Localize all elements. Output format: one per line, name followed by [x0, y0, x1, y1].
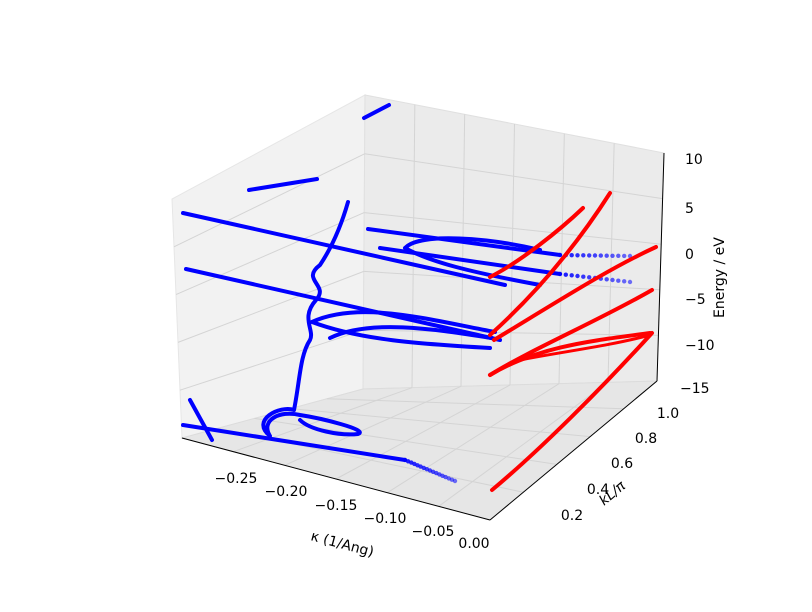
series-curve: [492, 245, 658, 342]
grid-line: [290, 408, 591, 438]
left-pane: [171, 94, 366, 439]
x-tick-label: −0.05: [412, 524, 455, 540]
x-tick-label: −0.10: [364, 511, 407, 527]
x-tick-label: −0.15: [315, 498, 358, 514]
data-point: [622, 279, 627, 284]
data-point: [575, 253, 580, 258]
grid-line: [254, 417, 557, 465]
grid-line: [438, 381, 609, 507]
grid-line: [179, 329, 364, 391]
y-axis-line: [489, 380, 658, 521]
series-curve: [188, 398, 214, 442]
series-curve: [181, 211, 507, 287]
data-point: [557, 252, 563, 258]
grid-line: [284, 385, 462, 466]
grid-lines: [173, 104, 663, 507]
y-tick-label: 0.4: [587, 482, 609, 498]
series-curve: [310, 310, 497, 350]
grid-line: [364, 153, 663, 200]
x-tick-label: −0.25: [215, 471, 258, 487]
axes-panes: [171, 94, 665, 521]
z-ticks: 10 5 0 −5 −10 −15: [680, 152, 715, 397]
series-curve: [362, 103, 391, 120]
x-axis-label: κ (1/Ang): [309, 528, 376, 560]
series-curve: [518, 333, 652, 362]
grid-line: [175, 212, 365, 296]
z-axis-line: [656, 152, 665, 382]
data-point: [587, 275, 592, 280]
z-tick-label: 10: [685, 152, 703, 168]
grid-line: [326, 398, 624, 410]
data-point: [610, 277, 615, 283]
series-curve: [261, 200, 362, 438]
series-curve: [184, 267, 502, 342]
data-point: [563, 272, 568, 277]
data-point: [616, 278, 621, 283]
data-point: [616, 253, 621, 258]
grid-line: [363, 329, 659, 336]
y-ticks: 0.20.40.60.81.0: [561, 406, 679, 524]
series-curve: [488, 191, 612, 337]
series-curve: [328, 325, 494, 340]
data-point: [627, 279, 633, 285]
z-tick-label: −10: [685, 338, 715, 354]
data-point: [557, 271, 563, 277]
data-point: [569, 273, 574, 278]
series-red: [488, 191, 658, 492]
data-point: [598, 253, 603, 258]
y-tick-label: 0.6: [611, 456, 633, 472]
y-tick-label: 1.0: [657, 406, 679, 422]
data-point: [592, 253, 598, 258]
data-point: [581, 253, 586, 258]
z-tick-label: 5: [685, 201, 694, 217]
data-point: [575, 273, 580, 279]
z-tick-label: 0: [685, 247, 694, 263]
series-curve: [403, 236, 542, 287]
grid-line: [173, 153, 365, 248]
x-tick-label: 0.00: [458, 536, 489, 552]
series-curve: [247, 177, 319, 192]
z-axis-label: Energy / eV: [712, 237, 728, 318]
series-curve: [488, 331, 652, 377]
z-tick-label: −15: [680, 381, 710, 397]
data-point: [587, 253, 592, 258]
series-blue: [181, 103, 633, 484]
y-tick-label: 0.8: [635, 431, 657, 447]
axis-edges: [181, 152, 665, 521]
grid-line: [509, 123, 515, 386]
grid-line: [460, 114, 466, 387]
x-ticks: −0.25 −0.20 −0.15 −0.10 −0.050.00: [215, 471, 490, 552]
data-point: [622, 253, 627, 259]
x-axis-line: [181, 437, 491, 521]
data-point: [452, 478, 458, 484]
data-point: [604, 253, 609, 258]
series-curve: [490, 331, 654, 492]
back-pane: [362, 94, 665, 390]
grid-line: [335, 384, 511, 480]
y-tick-label: 0.2: [561, 508, 583, 524]
grid-line: [177, 270, 364, 343]
series-curve: [181, 423, 407, 462]
grid-line: [387, 383, 560, 494]
data-point: [604, 277, 609, 282]
data-point: [581, 274, 586, 279]
data-point: [610, 253, 615, 258]
data-point: [569, 253, 574, 258]
grid-line: [607, 143, 615, 383]
x-tick-label: −0.20: [265, 484, 308, 500]
series-curve: [366, 227, 562, 257]
grid-line: [364, 212, 662, 245]
series-curve: [488, 206, 585, 279]
z-tick-label: −5: [685, 292, 706, 308]
